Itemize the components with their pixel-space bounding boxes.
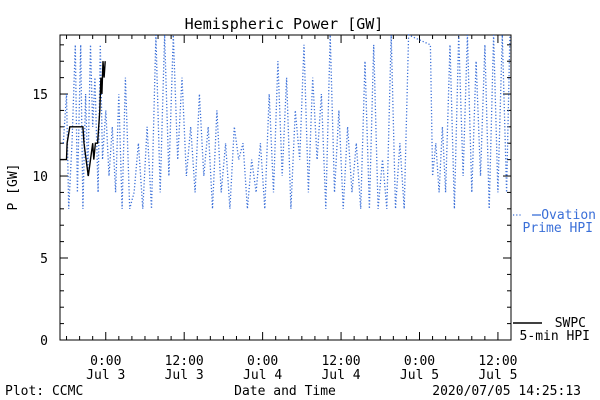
x-tick-date-label: Jul 5	[400, 368, 439, 383]
x-tick-time-label: 12:00	[165, 354, 204, 369]
x-tick-time-label: 12:00	[478, 354, 517, 369]
x-tick-time-label: 12:00	[321, 354, 360, 369]
x-tick-time-label: 0:00	[90, 354, 121, 369]
ovation-prime-hpi-line	[62, 34, 511, 209]
y-axis: 0 5 10 15	[32, 44, 511, 349]
y-tick-label: 5	[40, 252, 48, 267]
legend-label-swpc-line1: SWPC	[555, 316, 586, 331]
x-tick-date-label: Jul 4	[321, 368, 360, 383]
plot-source: Plot: CCMC	[5, 384, 83, 399]
chart-title: Hemispheric Power [GW]	[185, 15, 384, 33]
plot-frame	[59, 34, 512, 341]
legend-label-ovation-line1: Ovation	[541, 208, 596, 223]
y-tick-label: 10	[32, 170, 48, 185]
x-tick-time-label: 0:00	[247, 354, 278, 369]
y-axis-label: P [GW]	[6, 164, 21, 211]
y-tick-label: 15	[32, 88, 48, 103]
legend-label-ovation-line2: Prime HPI	[523, 221, 593, 236]
x-tick-date-label: Jul 5	[478, 368, 517, 383]
y-tick-label: 0	[40, 334, 48, 349]
legend-label-swpc-line2: 5-min HPI	[520, 329, 590, 344]
x-axis-label: Date and Time	[234, 384, 336, 399]
series-layer	[60, 34, 511, 209]
plot-timestamp: 2020/07/05 14:25:13	[432, 384, 581, 399]
swpc-5min-hpi-line	[60, 61, 106, 177]
x-tick-date-label: Jul 4	[243, 368, 282, 383]
x-tick-time-label: 0:00	[404, 354, 435, 369]
x-tick-date-label: Jul 3	[165, 368, 204, 383]
x-tick-date-label: Jul 3	[86, 368, 125, 383]
